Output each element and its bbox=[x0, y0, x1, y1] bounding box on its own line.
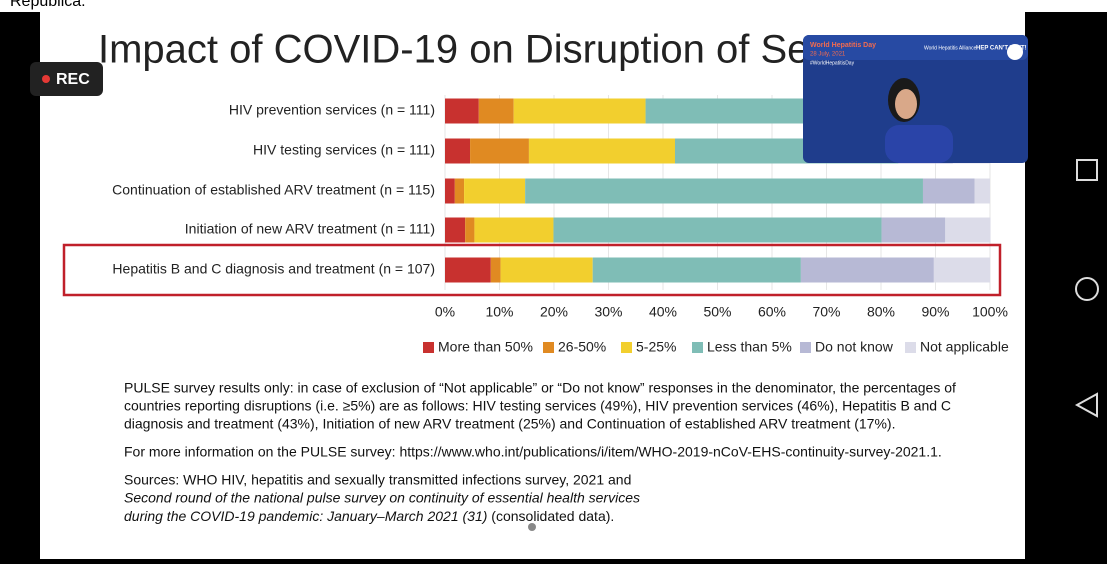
bar-segment bbox=[975, 179, 990, 204]
note-line: during the COVID-19 pandemic: January–Ma… bbox=[124, 508, 614, 524]
video-overlay: World Hepatitis Day 28 July, 2021 #World… bbox=[803, 35, 1028, 163]
bar-segment bbox=[553, 218, 881, 243]
nav-back[interactable] bbox=[1077, 394, 1097, 416]
bar-segment bbox=[934, 258, 990, 283]
note-line: Second round of the national pulse surve… bbox=[124, 490, 640, 506]
bar-segment bbox=[529, 139, 675, 164]
bar-segment bbox=[445, 139, 470, 164]
slide-title: Impact of COVID-19 on Disruption of Se bbox=[98, 28, 809, 72]
bar-segment bbox=[882, 218, 946, 243]
legend-swatch bbox=[800, 342, 811, 353]
bar-segment bbox=[445, 218, 465, 243]
x-tick-label: 80% bbox=[867, 304, 895, 320]
y-tick-label: HIV testing services (n = 111) bbox=[253, 142, 435, 158]
bar-segment bbox=[593, 258, 801, 283]
x-tick-label: 90% bbox=[921, 304, 949, 320]
bar-segment bbox=[455, 179, 464, 204]
note-span: (consolidated data). bbox=[487, 508, 614, 524]
note-line: PULSE survey results only: in case of ex… bbox=[124, 380, 956, 396]
rec-dot bbox=[42, 75, 50, 83]
bar-segment bbox=[474, 218, 553, 243]
bar-segment bbox=[445, 258, 491, 283]
y-tick-label: Initiation of new ARV treatment (n = 111… bbox=[185, 221, 435, 237]
note-line: For more information on the PULSE survey… bbox=[124, 444, 942, 460]
bar-segment bbox=[445, 99, 479, 124]
legend-swatch bbox=[621, 342, 632, 353]
legend-swatch bbox=[692, 342, 703, 353]
bar-segment bbox=[464, 179, 525, 204]
legend-label: Not applicable bbox=[920, 339, 1009, 355]
video-logo bbox=[1007, 44, 1023, 60]
bar-segment bbox=[501, 258, 593, 283]
x-tick-label: 70% bbox=[812, 304, 840, 320]
bar-segment bbox=[514, 99, 646, 124]
page: {"top_text":"Republica.", "rec":"REC", "… bbox=[0, 0, 1107, 559]
legend-swatch bbox=[905, 342, 916, 353]
pointer bbox=[528, 523, 536, 531]
video-tag: #WorldHepatitisDay bbox=[810, 60, 855, 66]
bar-segment bbox=[479, 99, 514, 124]
bar-segment bbox=[945, 218, 990, 243]
legend-label: 5-25% bbox=[636, 339, 676, 355]
nav-recents[interactable] bbox=[1077, 160, 1097, 180]
note-span: during the COVID-19 pandemic: January–Ma… bbox=[124, 508, 487, 524]
x-tick-label: 0% bbox=[435, 304, 455, 320]
rec-label: REC bbox=[56, 71, 90, 88]
video-date: 28 July, 2021 bbox=[810, 52, 846, 58]
screen: Republica. Impact of COVID-19 on Disrupt… bbox=[0, 0, 1107, 559]
video-org: World Hepatitis Alliance bbox=[924, 45, 977, 51]
bar-segment bbox=[491, 258, 501, 283]
bar-segment bbox=[801, 258, 934, 283]
note-line: Sources: WHO HIV, hepatitis and sexually… bbox=[124, 472, 631, 488]
x-tick-label: 10% bbox=[485, 304, 513, 320]
x-tick-label: 100% bbox=[972, 304, 1008, 320]
x-tick-label: 60% bbox=[758, 304, 786, 320]
video-event: World Hepatitis Day bbox=[810, 42, 876, 49]
note-line: countries reporting disruptions (i.e. ≥5… bbox=[124, 398, 951, 414]
note-line: diagnosis and treatment (43%), Initiatio… bbox=[124, 416, 895, 432]
bar-segment bbox=[445, 179, 455, 204]
x-tick-label: 30% bbox=[594, 304, 622, 320]
legend-label: More than 50% bbox=[438, 339, 533, 355]
legend-label: Do not know bbox=[815, 339, 894, 355]
bar-segment bbox=[923, 179, 975, 204]
bar-segment bbox=[470, 139, 529, 164]
legend-swatch bbox=[423, 342, 434, 353]
y-tick-label: Hepatitis B and C diagnosis and treatmen… bbox=[112, 261, 435, 277]
bar-segment bbox=[465, 218, 474, 243]
x-tick-label: 20% bbox=[540, 304, 568, 320]
legend-label: 26-50% bbox=[558, 339, 606, 355]
legend-label: Less than 5% bbox=[707, 339, 792, 355]
person-face bbox=[895, 89, 917, 119]
y-tick-label: Continuation of established ARV treatmen… bbox=[112, 182, 435, 198]
person-body bbox=[885, 125, 953, 163]
top-text: Republica. bbox=[10, 0, 86, 10]
y-tick-label: HIV prevention services (n = 111) bbox=[229, 102, 435, 118]
top-strip bbox=[0, 0, 1107, 12]
x-tick-label: 50% bbox=[703, 304, 731, 320]
bar-segment bbox=[525, 179, 923, 204]
nav-home[interactable] bbox=[1076, 278, 1098, 300]
x-tick-label: 40% bbox=[649, 304, 677, 320]
legend-swatch bbox=[543, 342, 554, 353]
